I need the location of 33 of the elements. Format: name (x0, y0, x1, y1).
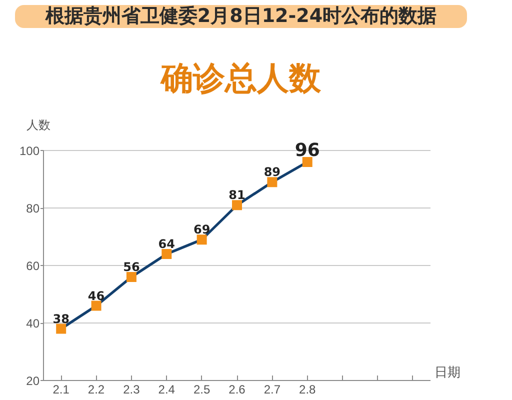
y-tick-label: 40 (26, 316, 40, 330)
data-label: 89 (264, 165, 281, 180)
y-axis-title: 人数 (26, 118, 50, 132)
x-tick-label: 2.2 (88, 382, 105, 396)
y-tick-label: 100 (19, 144, 40, 158)
point (126, 272, 136, 282)
data-label: 46 (88, 288, 105, 303)
chart-subtitle: 根据贵州省卫健委2月8日12-24时公布的数据 (15, 5, 467, 28)
chart-title: 确诊总人数 (159, 59, 322, 97)
y-tick-label: 60 (26, 259, 40, 273)
point (232, 200, 242, 210)
point (56, 324, 66, 334)
point (267, 177, 278, 188)
y-tick-label: 20 (26, 374, 40, 388)
x-tick-label: 2.7 (264, 382, 281, 396)
y-tick-label: 80 (26, 202, 40, 216)
point (196, 234, 207, 245)
x-tick-label: 2.4 (158, 382, 176, 396)
x-tick-label: 2.8 (299, 382, 316, 396)
x-tick-label: 2.6 (228, 382, 246, 396)
point (91, 300, 102, 311)
data-label: 96 (294, 140, 320, 161)
data-label: 69 (193, 222, 210, 237)
data-label: 38 (52, 312, 70, 326)
data-label: 64 (158, 237, 175, 251)
data-label: 56 (123, 260, 140, 274)
x-tick-label: 2.1 (52, 382, 70, 396)
x-tick-label: 2.3 (123, 382, 140, 396)
x-tick-label: 2.5 (193, 382, 210, 396)
point (302, 157, 312, 167)
data-label: 81 (228, 188, 246, 202)
x-axis-title: 日期 (434, 366, 460, 380)
point (162, 249, 172, 259)
